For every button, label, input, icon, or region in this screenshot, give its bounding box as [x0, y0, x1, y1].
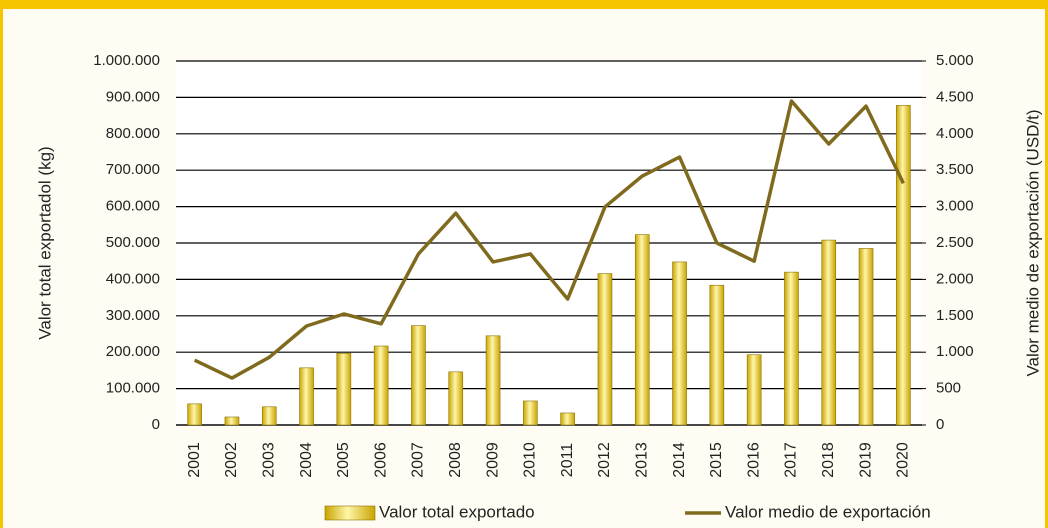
bar: [709, 284, 725, 426]
line: [193, 99, 905, 380]
y-tick-label: 400.000: [106, 270, 160, 287]
x-tick-label: 2008: [447, 442, 464, 478]
bar: [224, 416, 240, 426]
x-tick-label: 2016: [745, 442, 762, 478]
top-border: [0, 0, 1048, 9]
bar: [373, 345, 389, 426]
x-tick-label: 2010: [522, 442, 539, 478]
y2-tick-label: 5.000: [936, 52, 974, 69]
y2-axis-title: Valor medio de exportación (USD/t): [1023, 109, 1042, 376]
x-tick-label: 2015: [708, 442, 725, 478]
y-tick-label: 900.000: [106, 88, 160, 105]
bar: [187, 403, 202, 426]
bar: [746, 354, 762, 426]
bar: [523, 400, 538, 426]
bar: [597, 273, 613, 426]
y-tick-label: 500.000: [106, 234, 160, 251]
y2-tick-label: 3.500: [936, 161, 974, 178]
bar: [336, 352, 352, 426]
x-tick-label: 2007: [410, 442, 427, 478]
x-tick-label: 2020: [895, 442, 912, 478]
y-tick-label: 700.000: [106, 161, 160, 178]
y2-tick-label: 500: [936, 380, 961, 397]
legend-label: Valor total exportado: [379, 502, 535, 521]
y-tick-label: 800.000: [106, 125, 160, 142]
y-tick-label: 600.000: [106, 198, 160, 215]
x-tick-label: 2018: [820, 442, 837, 478]
bar: [560, 412, 575, 426]
bar: [821, 239, 837, 426]
bar: [858, 248, 874, 426]
bar: [261, 406, 277, 426]
y2-tick-label: 4.500: [936, 88, 974, 105]
x-tick-label: 2014: [671, 442, 688, 478]
bar: [784, 271, 799, 426]
bar: [485, 335, 501, 426]
left-border: [0, 0, 3, 528]
y2-tick-label: 3.000: [936, 198, 974, 215]
y2-tick-label: 2.000: [936, 270, 974, 287]
bar: [299, 367, 314, 426]
x-tick-label: 2006: [372, 442, 389, 478]
y-tick-label: 1.000.000: [93, 52, 160, 69]
legend-label: Valor medio de exportación: [725, 502, 931, 521]
y-tick-label: 0: [152, 416, 160, 433]
bar: [672, 261, 687, 426]
x-tick-label: 2017: [783, 442, 800, 478]
x-tick-label: 2002: [223, 442, 240, 478]
x-tick-label: 2001: [186, 442, 203, 478]
x-tick-label: 2009: [484, 442, 501, 478]
y2-tick-label: 1.000: [936, 343, 974, 360]
bar: [448, 371, 464, 426]
x-tick-label: 2019: [857, 442, 874, 478]
bar: [896, 105, 911, 426]
bar: [411, 325, 426, 426]
y-tick-label: 200.000: [106, 343, 160, 360]
x-tick-label: 2003: [260, 442, 277, 478]
y2-tick-label: 4.000: [936, 125, 974, 142]
legend-swatch: [324, 505, 376, 521]
y-axis-title: Valor total exportadol (kg): [35, 146, 54, 339]
x-tick-label: 2011: [559, 443, 576, 478]
y2-tick-label: 2.500: [936, 234, 974, 251]
y2-tick-label: 1.500: [936, 307, 974, 324]
y2-tick-label: 0: [936, 416, 944, 433]
y-tick-label: 300.000: [106, 307, 160, 324]
x-tick-label: 2004: [298, 442, 315, 478]
y-tick-label: 100.000: [106, 380, 160, 397]
x-tick-label: 2005: [335, 442, 352, 478]
right-border: [1045, 0, 1048, 528]
x-tick-label: 2013: [633, 442, 650, 478]
x-tick-label: 2012: [596, 442, 613, 478]
bar: [634, 234, 650, 426]
